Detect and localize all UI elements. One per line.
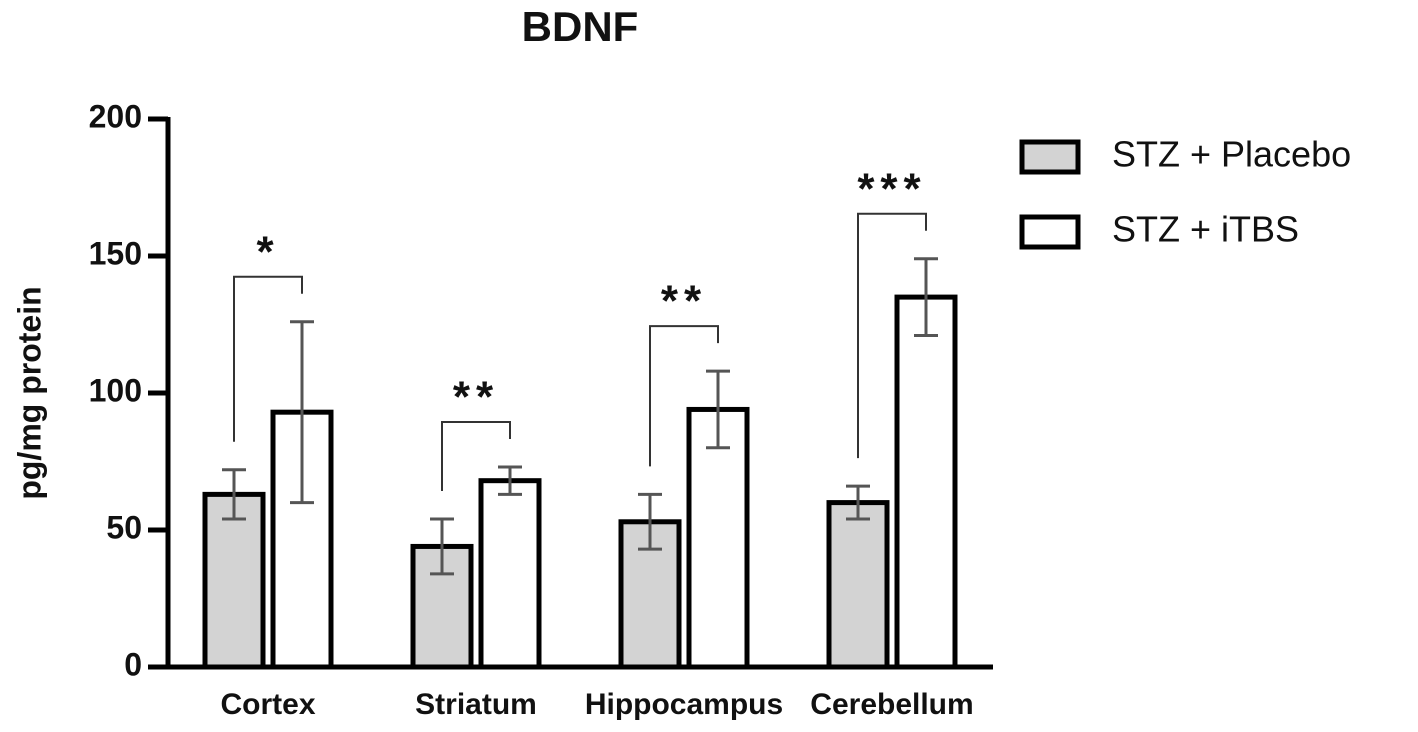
error-bar bbox=[222, 468, 246, 521]
error-bar bbox=[914, 257, 938, 337]
x-tick-label: Striatum bbox=[415, 688, 537, 721]
significance-label: ** bbox=[453, 373, 499, 422]
significance-label: * bbox=[256, 227, 279, 276]
error-bar bbox=[498, 465, 522, 496]
x-tick-label: Cerebellum bbox=[810, 688, 973, 721]
chart-title: BDNF bbox=[522, 3, 639, 50]
error-bar bbox=[846, 484, 870, 521]
y-axis-label: pg/mg protein bbox=[11, 286, 47, 499]
significance-bracket bbox=[233, 275, 303, 442]
legend-swatch bbox=[1019, 214, 1081, 250]
legend-label: STZ + Placebo bbox=[1112, 134, 1351, 175]
y-tick-label: 100 bbox=[89, 372, 142, 408]
bar bbox=[202, 491, 266, 670]
legend-swatch bbox=[1019, 139, 1081, 175]
y-tick-label: 150 bbox=[89, 235, 142, 271]
significance-label: ** bbox=[661, 277, 707, 326]
bar bbox=[826, 500, 890, 670]
error-bar bbox=[430, 517, 454, 576]
significance-bracket bbox=[857, 212, 927, 459]
y-tick-label: 200 bbox=[89, 98, 142, 134]
error-bar bbox=[706, 369, 730, 450]
y-tick-label: 0 bbox=[124, 646, 142, 682]
x-tick-label: Hippocampus bbox=[585, 688, 783, 721]
significance-bracket bbox=[649, 325, 719, 467]
significance-bracket bbox=[441, 420, 511, 492]
significance-label: *** bbox=[857, 164, 926, 213]
x-tick-label: Cortex bbox=[220, 688, 315, 721]
error-bar bbox=[290, 320, 314, 505]
legend-label: STZ + iTBS bbox=[1112, 209, 1299, 250]
bar bbox=[894, 294, 958, 670]
error-bar bbox=[638, 492, 662, 551]
bar bbox=[478, 478, 542, 670]
bar bbox=[410, 543, 474, 670]
y-tick-label: 50 bbox=[106, 509, 142, 545]
